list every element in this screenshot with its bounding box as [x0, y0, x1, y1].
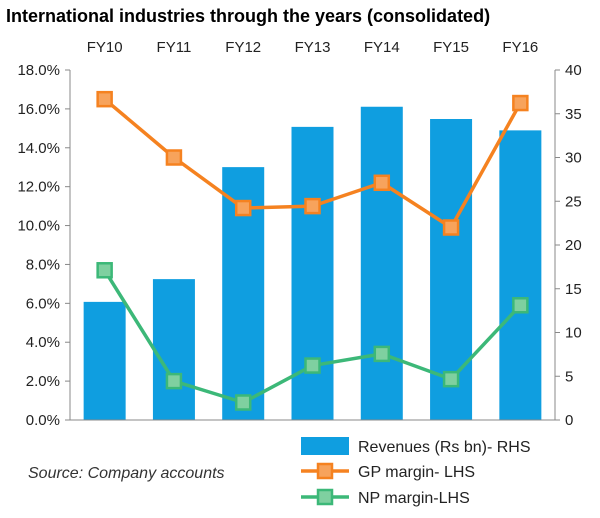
bar — [152, 279, 195, 420]
gp-point — [96, 90, 113, 108]
bar — [499, 130, 542, 420]
left-tick-label: 2.0% — [26, 373, 60, 390]
left-tick-label: 10.0% — [17, 218, 60, 235]
left-tick-label: 8.0% — [26, 256, 60, 273]
category-label: FY15 — [433, 39, 469, 56]
right-tick-label: 20 — [565, 237, 582, 254]
source-note: Source: Company accounts — [28, 465, 225, 482]
np-point — [304, 357, 321, 374]
bar — [291, 126, 334, 420]
right-tick-label: 0 — [565, 412, 573, 429]
gp-point — [234, 199, 252, 217]
legend-swatch-revenues — [301, 437, 349, 455]
right-axis: 0 5 10 15 20 25 30 35 40 — [554, 62, 582, 429]
legend: Revenues (Rs bn)- RHS GP margin- LHS NP ma… — [301, 437, 531, 507]
category-label: FY12 — [225, 39, 261, 56]
right-tick-label: 10 — [565, 325, 582, 342]
legend-label-gp: GP margin- LHS — [358, 464, 475, 481]
left-tick-label: 6.0% — [26, 295, 60, 312]
legend-marker-gp — [316, 462, 334, 480]
left-tick-label: 4.0% — [26, 334, 60, 351]
left-tick-label: 16.0% — [17, 101, 60, 118]
bar — [83, 301, 126, 420]
category-label: FY13 — [295, 39, 331, 56]
legend-label-revenues: Revenues (Rs bn)- RHS — [358, 439, 531, 456]
np-point — [96, 262, 113, 279]
gp-point — [165, 149, 183, 166]
plot-area — [70, 90, 555, 421]
right-tick-label: 5 — [565, 368, 573, 385]
left-tick-label: 18.0% — [17, 62, 60, 79]
np-point — [234, 394, 252, 411]
np-point — [512, 297, 529, 314]
right-tick-label: 40 — [565, 62, 582, 79]
np-point — [165, 372, 183, 390]
category-label: FY16 — [502, 39, 538, 56]
right-tick-label: 15 — [565, 281, 582, 298]
right-tick-label: 30 — [565, 150, 582, 167]
gp-point — [442, 219, 460, 236]
left-axis: 0.0% 2.0% 4.0% 6.0% 8.0% 10.0% 12.0% 14.0% 16.0%… — [17, 62, 71, 429]
legend-label-np: NP margin-LHS — [358, 490, 470, 507]
right-tick-label: 25 — [565, 193, 582, 210]
bar — [430, 119, 473, 420]
gp-point — [512, 94, 529, 112]
np-point — [373, 345, 391, 363]
np-point — [442, 370, 460, 388]
chart-title: International industries through the yea… — [6, 6, 490, 26]
gp-point — [304, 197, 321, 215]
right-tick-label: 35 — [565, 106, 582, 123]
category-label: FY10 — [87, 39, 123, 56]
category-label: FY11 — [157, 39, 192, 56]
left-tick-label: 12.0% — [17, 179, 60, 196]
gp-point — [373, 174, 391, 192]
left-tick-label: 0.0% — [26, 412, 60, 429]
bar — [360, 106, 403, 420]
left-tick-label: 14.0% — [17, 140, 60, 157]
category-label: FY14 — [364, 39, 400, 56]
category-labels: FY10 FY11 FY12 FY13 FY14 FY15 FY16 — [87, 39, 539, 56]
legend-marker-np — [316, 488, 334, 506]
